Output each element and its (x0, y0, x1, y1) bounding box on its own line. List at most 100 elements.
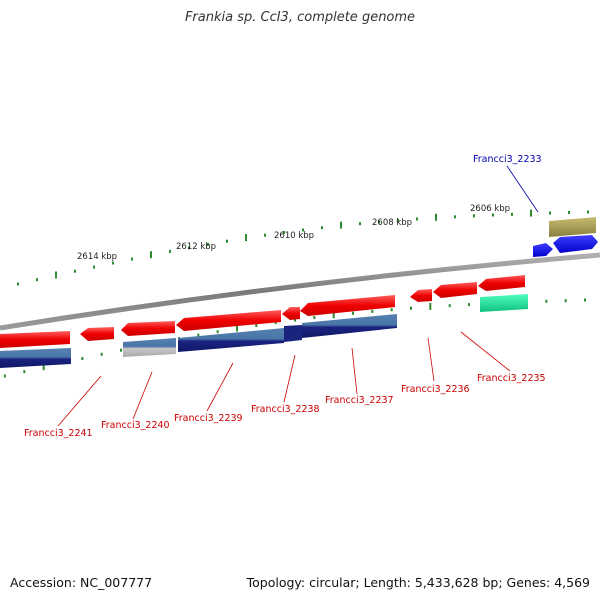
leader-2237 (351, 347, 358, 395)
inner-tick (410, 306, 412, 310)
outer-tick (530, 209, 532, 217)
outer-tick (511, 212, 513, 216)
leader-lines (57, 165, 539, 427)
leader-2238 (283, 354, 296, 403)
map-title: Frankia sp. CcI3, complete genome (184, 10, 416, 25)
outer-tick (340, 221, 342, 229)
leader-2235 (460, 331, 511, 372)
inner-tick (313, 316, 316, 320)
inner-tick (371, 309, 374, 313)
outer-tick (93, 265, 95, 269)
outer-tick (264, 233, 266, 237)
outer-tick (169, 249, 171, 253)
scale-label-2610: 2610 kbp (274, 231, 314, 241)
gene-label-2233[interactable]: Francci3_2233 (473, 154, 542, 165)
outer-tick (397, 218, 399, 222)
gene-2241-reverse[interactable] (0, 348, 71, 368)
inner-tick (236, 324, 238, 332)
scale-label-2606: 2606 kbp (470, 204, 510, 214)
outer-tick (17, 282, 19, 286)
inner-tick (23, 370, 26, 374)
outer-tick (587, 210, 589, 214)
forward-genes (0, 275, 525, 348)
outer-tick (454, 215, 456, 219)
inner-tick (255, 324, 258, 327)
outer-tick (131, 257, 133, 261)
gene-2239-reverse[interactable] (178, 328, 284, 352)
outer-tick (473, 214, 475, 218)
outer-tick (112, 261, 114, 265)
scale-label-2612: 2612 kbp (176, 242, 216, 252)
gene-2240a-forward[interactable] (80, 327, 114, 341)
scale-label-2614: 2614 kbp (77, 252, 117, 262)
leader-2241 (57, 375, 102, 427)
leader-2236 (427, 337, 435, 382)
scale-label-2608: 2608 kbp (372, 218, 412, 228)
gene-2239-forward[interactable] (176, 310, 281, 331)
leader-2233 (506, 165, 539, 213)
inner-tick (216, 330, 219, 334)
inner-tick (448, 304, 451, 308)
outer-tick (150, 251, 152, 259)
outer-tick (416, 217, 418, 221)
outer-tick (74, 269, 76, 273)
outer-tick (36, 278, 38, 282)
gene-label-2235[interactable]: Francci3_2235 (477, 373, 546, 384)
gene-2241-forward[interactable] (0, 331, 70, 348)
gene-label-2236[interactable]: Francci3_2236 (401, 384, 470, 395)
inner-tick (4, 374, 6, 378)
gene-2233-feature[interactable] (549, 217, 596, 237)
outer-tick (321, 226, 323, 230)
genome-backbone (0, 252, 600, 331)
inner-tick (390, 308, 393, 312)
gene-2231-feature[interactable] (553, 235, 598, 253)
leader-2239 (206, 362, 234, 412)
outer-tick (302, 228, 304, 232)
gene-label-2239[interactable]: Francci3_2239 (174, 413, 243, 424)
gene-2236b-forward[interactable] (433, 282, 477, 298)
gene-2240-forward[interactable] (121, 321, 175, 336)
gene-2240-reverse[interactable] (123, 338, 176, 357)
leader-2240 (132, 371, 153, 420)
inner-tick (42, 363, 45, 371)
outer-tick (378, 220, 380, 224)
outer-tick (245, 234, 247, 242)
inner-tick (274, 321, 277, 325)
outer-tick (568, 211, 570, 214)
topology-summary: Topology: circular; Length: 5,433,628 bp… (246, 575, 590, 590)
gene-2237-reverse[interactable] (302, 314, 397, 338)
inner-tick (197, 333, 200, 337)
outer-tick (283, 231, 285, 234)
accession-text: Accession: NC_007777 (10, 575, 153, 590)
inner-tick (81, 357, 84, 360)
gene-2238-reverse[interactable] (284, 325, 302, 342)
inner-tick (584, 298, 586, 302)
inner-tick (332, 311, 335, 319)
outer-tick (549, 211, 551, 215)
inner-tick (429, 302, 432, 310)
outer-features (533, 217, 598, 257)
gene-label-2238[interactable]: Francci3_2238 (251, 404, 320, 415)
inner-tick (100, 352, 103, 356)
outer-tick (188, 246, 190, 250)
outer-tick (226, 239, 228, 243)
inner-tick (120, 348, 122, 352)
gene-label-2240[interactable]: Francci3_2240 (101, 420, 170, 431)
inner-tick (545, 299, 548, 303)
reverse-genes (0, 294, 528, 368)
outer-tick-ring (17, 209, 589, 286)
inner-tick (468, 303, 470, 307)
gene-2232-feature[interactable] (533, 243, 553, 257)
gene-2238-forward[interactable] (282, 307, 300, 320)
gene-label-2237[interactable]: Francci3_2237 (325, 395, 394, 406)
outer-tick (435, 213, 437, 221)
gene-2236-forward[interactable] (410, 289, 432, 302)
inner-tick (564, 299, 567, 303)
gene-2235-teal-feature[interactable] (480, 294, 528, 312)
outer-tick (55, 271, 57, 279)
inner-tick (294, 318, 296, 322)
gene-2235-forward[interactable] (478, 275, 525, 291)
gene-label-2241[interactable]: Francci3_2241 (24, 428, 93, 439)
gene-2237-forward[interactable] (300, 295, 395, 316)
